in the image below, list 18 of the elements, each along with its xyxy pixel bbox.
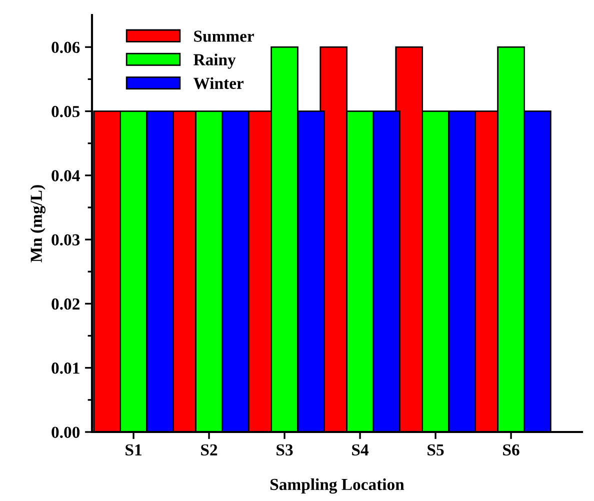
y-tick-label: 0.06: [52, 42, 80, 54]
x-tick-label: S1: [126, 444, 142, 456]
y-tick-label: 0.05: [52, 106, 80, 118]
x-tick-label: S4: [352, 444, 369, 456]
legend-label: Summer: [194, 30, 254, 42]
y-tick-label: 0.00: [52, 426, 80, 438]
x-tick-label: S3: [276, 444, 293, 456]
x-axis-title: Sampling Location: [270, 478, 404, 494]
y-tick-label: 0.01: [52, 362, 80, 374]
y-tick-label: 0.04: [52, 170, 80, 182]
x-tick-label: S2: [201, 444, 218, 456]
legend-label: Rainy: [194, 54, 236, 69]
y-tick-label: 0.02: [52, 298, 80, 310]
y-tick-label: 0.03: [52, 234, 80, 246]
y-axis-title: Mn (mg/L): [30, 185, 46, 262]
x-tick-label: S5: [428, 444, 444, 456]
x-tick-label: S6: [503, 444, 520, 456]
legend-label: Winter: [194, 77, 244, 90]
